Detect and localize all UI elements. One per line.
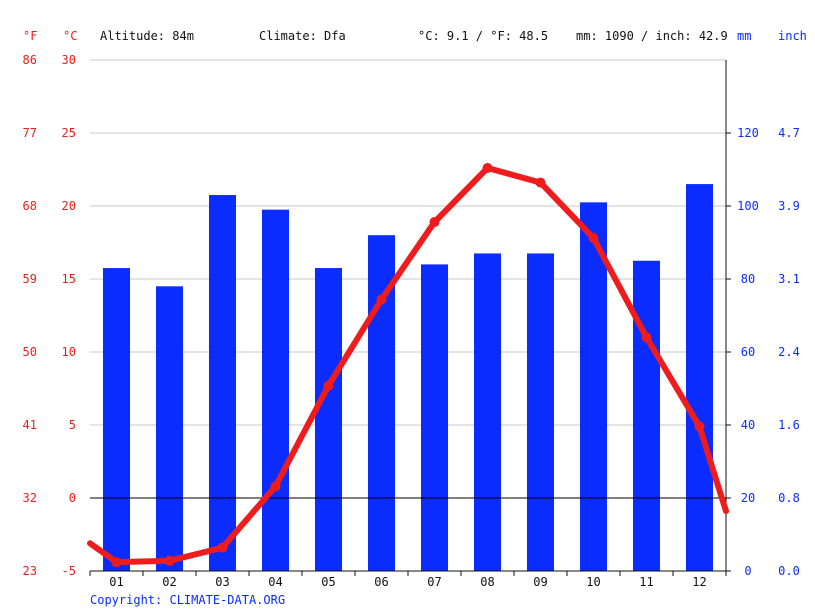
celsius-tick-label: -5 — [62, 564, 76, 578]
temperature-point-07 — [429, 217, 440, 228]
fahrenheit-tick-label: 59 — [23, 272, 37, 286]
temperature-point-06 — [376, 294, 387, 305]
inch-tick-label: 3.9 — [778, 199, 800, 213]
celsius-tick-label: 15 — [62, 272, 76, 286]
mm-tick-label: 100 — [737, 199, 759, 213]
unit-mm-label: mm — [737, 29, 751, 43]
inch-tick-label: 0.8 — [778, 491, 800, 505]
fahrenheit-tick-label: 77 — [23, 126, 37, 140]
temperature-point-04 — [270, 481, 281, 492]
fahrenheit-tick-label: 86 — [23, 53, 37, 67]
fahrenheit-tick-label: 68 — [23, 199, 37, 213]
altitude-label: Altitude: 84m — [100, 29, 194, 43]
mm-tick-label: 0 — [744, 564, 751, 578]
temperature-line — [87, 165, 729, 566]
average-temperature-label: °C: 9.1 / °F: 48.5 — [418, 29, 548, 43]
mm-tick-label: 80 — [741, 272, 755, 286]
precipitation-bar-07 — [420, 264, 449, 571]
fahrenheit-tick-label: 23 — [23, 564, 37, 578]
temperature-point-02 — [164, 555, 175, 566]
axes — [89, 60, 731, 576]
celsius-tick-label: 30 — [62, 53, 76, 67]
month-tick-label-06: 06 — [374, 575, 388, 589]
month-tick-label-11: 11 — [639, 575, 653, 589]
celsius-tick-label: 5 — [69, 418, 76, 432]
precipitation-bar-12 — [685, 184, 714, 571]
fahrenheit-tick-label: 50 — [23, 345, 37, 359]
precipitation-bar-10 — [579, 202, 608, 571]
month-tick-label-12: 12 — [692, 575, 706, 589]
month-tick-label-04: 04 — [268, 575, 282, 589]
inch-tick-label: 0.0 — [778, 564, 800, 578]
mm-tick-label: 20 — [741, 491, 755, 505]
unit-fahrenheit-label: °F — [23, 29, 37, 43]
month-tick-label-08: 08 — [480, 575, 494, 589]
copyright-link[interactable]: Copyright: CLIMATE-DATA.ORG — [90, 593, 285, 607]
month-tick-label-01: 01 — [109, 575, 123, 589]
celsius-tick-label: 0 — [69, 491, 76, 505]
precipitation-bar-01 — [102, 268, 131, 571]
unit-celsius-label: °C — [63, 29, 77, 43]
celsius-tick-label: 10 — [62, 345, 76, 359]
mm-tick-label: 60 — [741, 345, 755, 359]
month-tick-label-03: 03 — [215, 575, 229, 589]
inch-tick-label: 1.6 — [778, 418, 800, 432]
unit-inch-label: inch — [778, 29, 807, 43]
temperature-point-05 — [323, 380, 334, 391]
mm-tick-label: 40 — [741, 418, 755, 432]
precipitation-bars — [102, 184, 714, 572]
temperature-point-09 — [535, 177, 546, 188]
temperature-point-03 — [217, 542, 228, 553]
gridlines — [90, 59, 726, 426]
temperature-point-08 — [482, 163, 493, 174]
month-tick-label-02: 02 — [162, 575, 176, 589]
total-precipitation-label: mm: 1090 / inch: 42.9 — [576, 29, 728, 43]
month-tick-label-05: 05 — [321, 575, 335, 589]
celsius-tick-label: 25 — [62, 126, 76, 140]
temperature-line-group — [87, 163, 729, 568]
mm-tick-label: 120 — [737, 126, 759, 140]
celsius-tick-label: 20 — [62, 199, 76, 213]
temperature-point-11 — [641, 332, 652, 343]
precipitation-bar-09 — [526, 253, 555, 571]
month-tick-label-07: 07 — [427, 575, 441, 589]
inch-tick-label: 2.4 — [778, 345, 800, 359]
climate-label: Climate: Dfa — [259, 29, 346, 43]
precipitation-bar-02 — [155, 286, 184, 571]
temperature-point-12 — [694, 421, 705, 432]
precipitation-bar-05 — [314, 268, 343, 571]
month-tick-label-10: 10 — [586, 575, 600, 589]
precipitation-bar-11 — [632, 260, 661, 571]
precipitation-bar-03 — [208, 195, 237, 572]
precipitation-bar-04 — [261, 209, 290, 571]
month-tick-label-09: 09 — [533, 575, 547, 589]
inch-tick-label: 4.7 — [778, 126, 800, 140]
temperature-point-01 — [111, 557, 122, 568]
precipitation-bar-08 — [473, 253, 502, 571]
fahrenheit-tick-label: 32 — [23, 491, 37, 505]
temperature-point-10 — [588, 233, 599, 244]
fahrenheit-tick-label: 41 — [23, 418, 37, 432]
inch-tick-label: 3.1 — [778, 272, 800, 286]
